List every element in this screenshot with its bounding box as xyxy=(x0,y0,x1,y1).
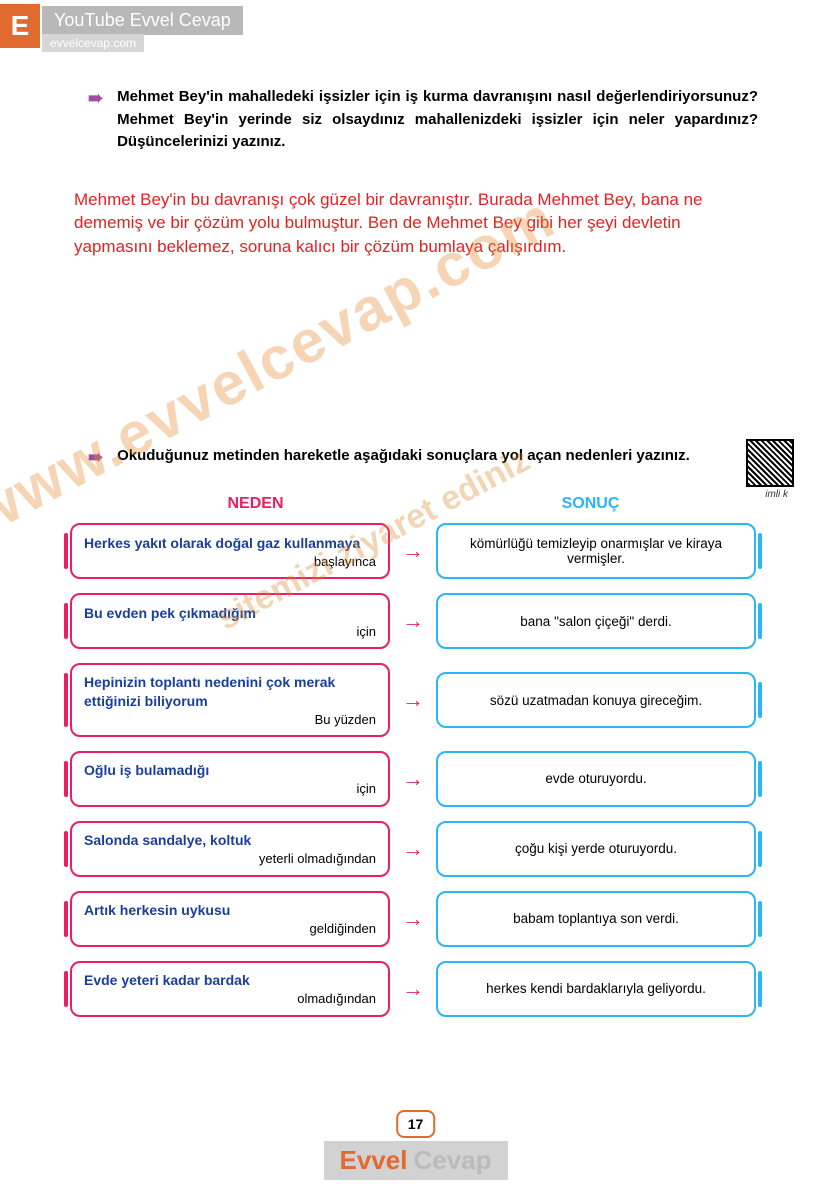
arrow-right-icon: → xyxy=(390,538,436,564)
arrow-right-icon: → xyxy=(390,608,436,634)
sonuc-box: çoğu kişi yerde oturuyordu. xyxy=(436,821,756,877)
sonuc-box: herkes kendi bardaklarıyla geliyordu. xyxy=(436,961,756,1017)
site-url: evvelcevap.com xyxy=(42,34,144,52)
page-content: ➠ Mehmet Bey'in mahalledeki işsizler içi… xyxy=(88,86,758,1031)
page-number-wrap: 17 xyxy=(396,1110,436,1138)
bullet-arrow-icon: ➠ xyxy=(88,447,103,467)
neden-main-text: Oğlu iş bulamadığı xyxy=(84,761,376,779)
neden-box: Oğlu iş bulamadığı için xyxy=(70,751,390,807)
arrow-right-icon: → xyxy=(390,976,436,1002)
question2-section: ➠ Okuduğunuz metinden hareketle aşağıdak… xyxy=(88,445,758,1017)
neden-main-text: Bu evden pek çıkmadığım xyxy=(84,604,376,622)
sonuc-box: sözü uzatmadan konuya gireceğim. xyxy=(436,672,756,728)
arrow-right-icon: → xyxy=(390,836,436,862)
neden-box: Salonda sandalye, koltuk yeterli olmadığı… xyxy=(70,821,390,877)
cause-effect-row: Hepinizin toplantı nedenini çok merak et… xyxy=(70,663,758,736)
neden-suffix-text: yeterli olmadığından xyxy=(84,851,376,866)
question2-row: ➠ Okuduğunuz metinden hareketle aşağıdak… xyxy=(88,445,758,468)
arrow-right-icon: → xyxy=(390,766,436,792)
neden-box: Herkes yakıt olarak doğal gaz kullanmaya… xyxy=(70,523,390,579)
question1-row: ➠ Mehmet Bey'in mahalledeki işsizler içi… xyxy=(88,86,758,154)
neden-box: Bu evden pek çıkmadığım için xyxy=(70,593,390,649)
site-logo: E xyxy=(0,4,40,48)
cause-effect-row: Evde yeteri kadar bardak olmadığından → her… xyxy=(70,961,758,1017)
neden-box: Hepinizin toplantı nedenini çok merak et… xyxy=(70,663,390,736)
cause-effect-row: Artık herkesin uykusu geldiğinden → babam t… xyxy=(70,891,758,947)
sonuc-text: evde oturuyordu. xyxy=(545,771,646,786)
page-number: 17 xyxy=(396,1110,436,1138)
sonuc-text: bana "salon çiçeği" derdi. xyxy=(520,614,671,629)
cause-effect-row: Salonda sandalye, koltuk yeterli olmadığı… xyxy=(70,821,758,877)
cause-effect-row: Bu evden pek çıkmadığım için → bana "salon … xyxy=(70,593,758,649)
header-neden: NEDEN xyxy=(88,495,423,513)
cause-effect-rows: Herkes yakıt olarak doğal gaz kullanmaya… xyxy=(70,523,758,1016)
youtube-banner: YouTube Evvel Cevap xyxy=(42,6,243,35)
neden-box: Evde yeteri kadar bardak olmadığından xyxy=(70,961,390,1017)
footer-evvel: Evvel xyxy=(340,1145,408,1176)
arrow-right-icon: → xyxy=(390,906,436,932)
neden-suffix-text: için xyxy=(84,624,376,639)
neden-suffix-text: geldiğinden xyxy=(84,921,376,936)
neden-suffix-text: için xyxy=(84,781,376,796)
sonuc-text: babam toplantıya son verdi. xyxy=(513,911,679,926)
neden-suffix-text: olmadığından xyxy=(84,991,376,1006)
sonuc-text: herkes kendi bardaklarıyla geliyordu. xyxy=(486,981,706,996)
sonuc-box: kömürlüğü temizleyip onarmışlar ve kiray… xyxy=(436,523,756,579)
header-sonuc: SONUÇ xyxy=(423,495,758,513)
arrow-right-icon: → xyxy=(390,687,436,713)
cause-effect-row: Oğlu iş bulamadığı için → evde oturuyordu. xyxy=(70,751,758,807)
answer1-text: Mehmet Bey'in bu davranışı çok güzel bir… xyxy=(74,188,758,259)
neden-main-text: Evde yeteri kadar bardak xyxy=(84,971,376,989)
sonuc-text: sözü uzatmadan konuya gireceğim. xyxy=(490,693,702,708)
neden-main-text: Artık herkesin uykusu xyxy=(84,901,376,919)
bullet-arrow-icon: ➠ xyxy=(88,88,103,108)
table-headers: NEDEN SONUÇ xyxy=(88,495,758,513)
sonuc-box: evde oturuyordu. xyxy=(436,751,756,807)
qr-caption: imli k xyxy=(765,489,788,500)
sonuc-box: babam toplantıya son verdi. xyxy=(436,891,756,947)
neden-main-text: Hepinizin toplantı nedenini çok merak et… xyxy=(84,673,376,709)
sonuc-text: kömürlüğü temizleyip onarmışlar ve kiray… xyxy=(450,536,742,566)
cause-effect-row: Herkes yakıt olarak doğal gaz kullanmaya… xyxy=(70,523,758,579)
sonuc-box: bana "salon çiçeği" derdi. xyxy=(436,593,756,649)
question1-text: Mehmet Bey'in mahalledeki işsizler için … xyxy=(117,86,758,154)
neden-main-text: Herkes yakıt olarak doğal gaz kullanmaya xyxy=(84,534,376,552)
neden-suffix-text: başlayınca xyxy=(84,554,376,569)
footer-cevap: Cevap xyxy=(413,1145,491,1176)
neden-suffix-text: Bu yüzden xyxy=(84,712,376,727)
sonuc-text: çoğu kişi yerde oturuyordu. xyxy=(515,841,677,856)
footer-brand: Evvel Cevap xyxy=(324,1141,508,1180)
qr-code-icon xyxy=(746,439,794,487)
neden-box: Artık herkesin uykusu geldiğinden xyxy=(70,891,390,947)
neden-main-text: Salonda sandalye, koltuk xyxy=(84,831,376,849)
question2-text: Okuduğunuz metinden hareketle aşağıdaki … xyxy=(117,445,690,468)
